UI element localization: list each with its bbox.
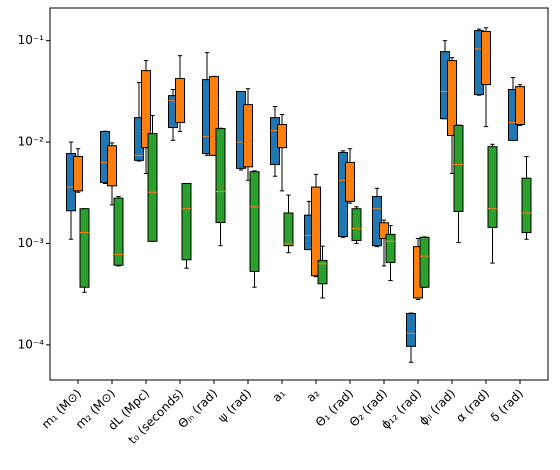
box bbox=[175, 78, 185, 123]
box-group bbox=[345, 148, 355, 204]
box bbox=[107, 145, 117, 187]
box-group bbox=[209, 75, 219, 156]
box bbox=[487, 146, 498, 228]
box-group bbox=[419, 236, 430, 288]
box-group bbox=[481, 27, 491, 128]
box bbox=[317, 259, 328, 285]
box-group bbox=[79, 208, 90, 293]
box bbox=[351, 208, 362, 241]
box bbox=[419, 236, 430, 288]
box bbox=[215, 128, 226, 223]
box-group bbox=[311, 173, 321, 278]
box bbox=[209, 76, 219, 156]
y-tick-label: 10⁻¹ bbox=[18, 33, 45, 47]
box bbox=[73, 156, 83, 192]
box bbox=[79, 208, 90, 288]
box-group bbox=[385, 225, 396, 282]
box bbox=[249, 171, 260, 272]
box-group bbox=[73, 148, 83, 193]
box-group bbox=[141, 60, 151, 174]
box-group bbox=[372, 187, 382, 248]
x-tick-label: δ (rad) bbox=[488, 386, 526, 424]
box-group bbox=[107, 142, 117, 206]
box-group bbox=[351, 206, 362, 244]
x-tick-label: ψ (rad) bbox=[215, 386, 254, 425]
box bbox=[521, 177, 532, 234]
box-group bbox=[175, 55, 185, 133]
box bbox=[379, 222, 389, 239]
box-group bbox=[249, 170, 260, 288]
box bbox=[481, 31, 491, 86]
box-group bbox=[521, 156, 532, 240]
box bbox=[181, 183, 192, 261]
y-tick-label: 10⁻³ bbox=[18, 236, 45, 250]
box-group bbox=[515, 84, 525, 126]
box bbox=[141, 70, 151, 149]
box bbox=[372, 196, 382, 247]
box bbox=[311, 186, 321, 277]
box-group bbox=[215, 127, 226, 247]
box bbox=[447, 60, 457, 137]
box bbox=[453, 124, 464, 212]
x-tick-label: ϕⱼₗ (rad) bbox=[416, 386, 458, 428]
box bbox=[515, 86, 525, 126]
box-group bbox=[277, 113, 287, 192]
box bbox=[113, 197, 124, 266]
box bbox=[406, 312, 416, 347]
box bbox=[283, 212, 294, 247]
box-group bbox=[113, 196, 124, 267]
box-group bbox=[181, 183, 192, 269]
box-group bbox=[379, 219, 389, 267]
x-tick-label: a₁ bbox=[270, 386, 289, 405]
box bbox=[243, 104, 253, 168]
box bbox=[277, 124, 287, 149]
box-group bbox=[453, 124, 464, 244]
box-group bbox=[406, 312, 416, 363]
y-tick-label: 10⁻⁴ bbox=[18, 337, 45, 351]
x-tick-label: α (rad) bbox=[453, 386, 492, 425]
y-tick-label: 10⁻² bbox=[18, 135, 45, 149]
box bbox=[345, 161, 355, 202]
box-group bbox=[283, 194, 294, 254]
box-group bbox=[317, 245, 328, 299]
box bbox=[385, 233, 396, 263]
box-group bbox=[147, 114, 158, 242]
box-group bbox=[487, 143, 498, 264]
box-group bbox=[447, 57, 457, 174]
box bbox=[147, 133, 158, 242]
box-group bbox=[243, 88, 253, 181]
x-tick-label: a₂ bbox=[304, 386, 323, 405]
plot-frame bbox=[49, 7, 549, 381]
